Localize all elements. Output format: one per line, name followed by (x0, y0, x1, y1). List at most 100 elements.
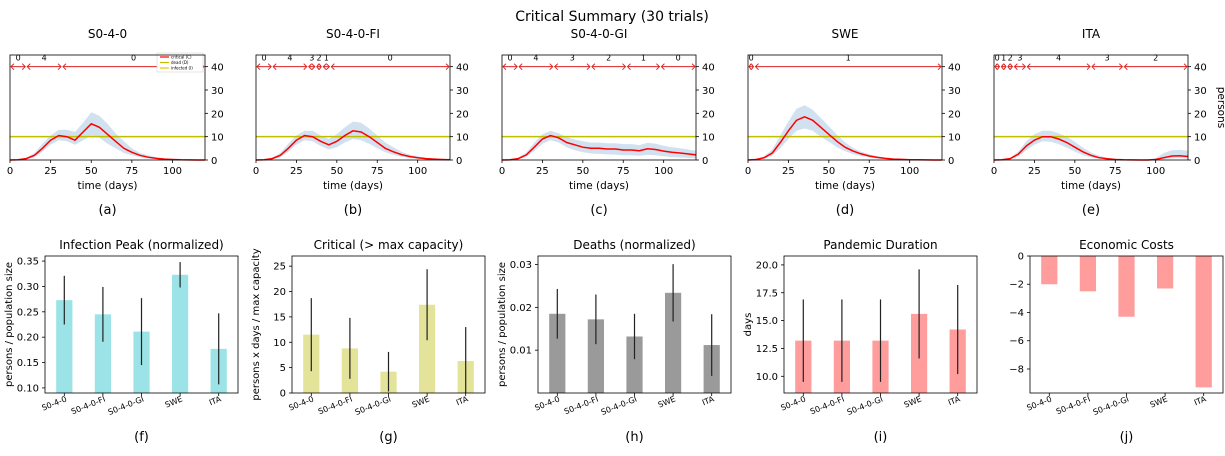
x-tick-label: 25 (44, 166, 57, 177)
y-tick-label: 25 (273, 262, 286, 273)
phase-arrow-head (326, 63, 331, 71)
axes-frame (501, 54, 697, 161)
y-tick-label: 20 (456, 109, 469, 120)
y-axis-label: persons (1215, 87, 1225, 128)
y-tick-label: 40 (456, 63, 469, 74)
phase-arrow-head (1123, 63, 1128, 71)
category-tick-label: S0-4-0 (1025, 395, 1053, 413)
panel-title: SWE (831, 27, 858, 41)
panel-title: S0-4-0-GI (571, 27, 628, 41)
y-tick-label: 30 (456, 86, 469, 97)
category-tick-label: SWE (903, 395, 923, 410)
category-tick-label: S0-4-0 (287, 395, 315, 413)
phase-arrow-head (445, 63, 450, 71)
y-tick-label: 30 (211, 86, 224, 97)
y-tick-label: 30 (702, 86, 715, 97)
phase-arrow-head (994, 63, 998, 70)
bar-chart-panel: Deaths (normalized) S0-4-0 S0-4-0-FI S0-4-0… (497, 238, 732, 445)
category-tick-label: S0-4-0-GI (354, 395, 392, 418)
axes-frame (993, 54, 1189, 161)
panel-label: (j) (1120, 430, 1134, 445)
phase-arrow-head (272, 63, 277, 71)
phase-arrow-head (937, 63, 942, 71)
phase-arrow-head (1021, 63, 1027, 71)
bar-chart-panel: Pandemic Duration S0-4-0 S0-4-0-FI S0-4-0-G… (743, 238, 978, 445)
x-axis-label: time (days) (1061, 180, 1121, 192)
y-tick-label: 40 (702, 63, 715, 74)
x-tick-label: 25 (536, 166, 549, 177)
y-tick-label: 20 (1194, 109, 1207, 120)
critical-confidence-band (748, 105, 942, 160)
x-axis-label: time (days) (77, 180, 137, 192)
category-tick-label: S0-4-0-GI (846, 395, 884, 418)
phase-arrow-head (1118, 63, 1124, 71)
panel-label: (i) (874, 430, 888, 445)
panel-label: (g) (379, 430, 397, 445)
category-tick-label: SWE (164, 395, 184, 410)
x-tick-label: 100 (900, 166, 919, 177)
phase-arrow-head (691, 63, 696, 71)
panel-label: (c) (590, 203, 607, 218)
phase-label: 2 (1008, 54, 1013, 63)
phase-arrow-head (267, 63, 272, 71)
phase-arrow-head (308, 63, 313, 71)
phase-label: 4 (42, 54, 47, 63)
legend-entry: critical (C) (171, 55, 192, 60)
category-tick-label: S0-4-0-GI (107, 395, 145, 418)
category-tick-label: ITA (701, 394, 716, 407)
phase-arrow-head (513, 63, 518, 71)
y-tick-label: 20.0 (756, 260, 778, 271)
y-tick-label: 10 (702, 133, 715, 144)
phase-label: 0 (995, 54, 1000, 63)
phase-label: 4 (287, 54, 292, 63)
y-tick-label: −8 (1009, 364, 1024, 375)
figure-suptitle: Critical Summary (30 trials) (515, 9, 709, 25)
y-axis-label: persons / population size (4, 262, 15, 387)
phase-arrow-head (1026, 63, 1031, 71)
category-tick-label: S0-4-0-FI (1055, 395, 1092, 417)
category-tick-label: SWE (657, 395, 677, 410)
panel-title: Pandemic Duration (823, 238, 937, 252)
y-tick-label: 0 (702, 156, 708, 167)
axes-frame (291, 255, 486, 394)
phase-label: 1 (641, 54, 646, 63)
bar (418, 304, 436, 393)
panel-title: S0-4-0-FI (326, 27, 380, 41)
x-tick-label: 75 (863, 166, 876, 177)
bar (94, 314, 112, 393)
y-tick-label: 0 (211, 156, 217, 167)
phase-arrow-head (1000, 63, 1005, 70)
panel-title: Deaths (normalized) (573, 238, 695, 252)
y-tick-label: 10 (1194, 133, 1207, 144)
phase-label: 2 (317, 54, 322, 63)
y-tick-label: 0 (280, 389, 286, 400)
critical-confidence-band (994, 130, 1188, 160)
y-tick-label: 0 (456, 156, 462, 167)
phase-label: 3 (309, 54, 314, 63)
phase-arrow-head (549, 63, 554, 71)
phase-label: 0 (16, 54, 21, 63)
panel-title: Critical (> max capacity) (314, 238, 464, 252)
y-axis-label: days (743, 313, 754, 337)
critical-confidence-band (256, 121, 450, 160)
x-tick-label: 25 (1028, 166, 1041, 177)
phase-label: 0 (508, 54, 513, 63)
x-tick-label: 75 (1109, 166, 1122, 177)
category-tick-label: ITA (947, 394, 962, 407)
phase-arrow-head (21, 63, 26, 71)
category-tick-label: S0-4-0 (779, 395, 807, 413)
y-tick-label: 17.5 (756, 288, 778, 299)
phase-arrow-head (26, 63, 31, 71)
phase-arrow-head (303, 63, 308, 71)
phase-arrow-head (591, 63, 596, 71)
category-tick-label: S0-4-0-GI (600, 395, 638, 418)
y-tick-label: 10 (211, 133, 224, 144)
x-tick-label: 50 (330, 166, 343, 177)
category-tick-label: SWE (411, 395, 431, 410)
x-tick-label: 75 (371, 166, 384, 177)
phase-arrow-head (322, 63, 327, 71)
bar (1118, 256, 1135, 317)
phase-arrow-head (996, 63, 1001, 70)
y-tick-label: 0.02 (510, 303, 532, 314)
